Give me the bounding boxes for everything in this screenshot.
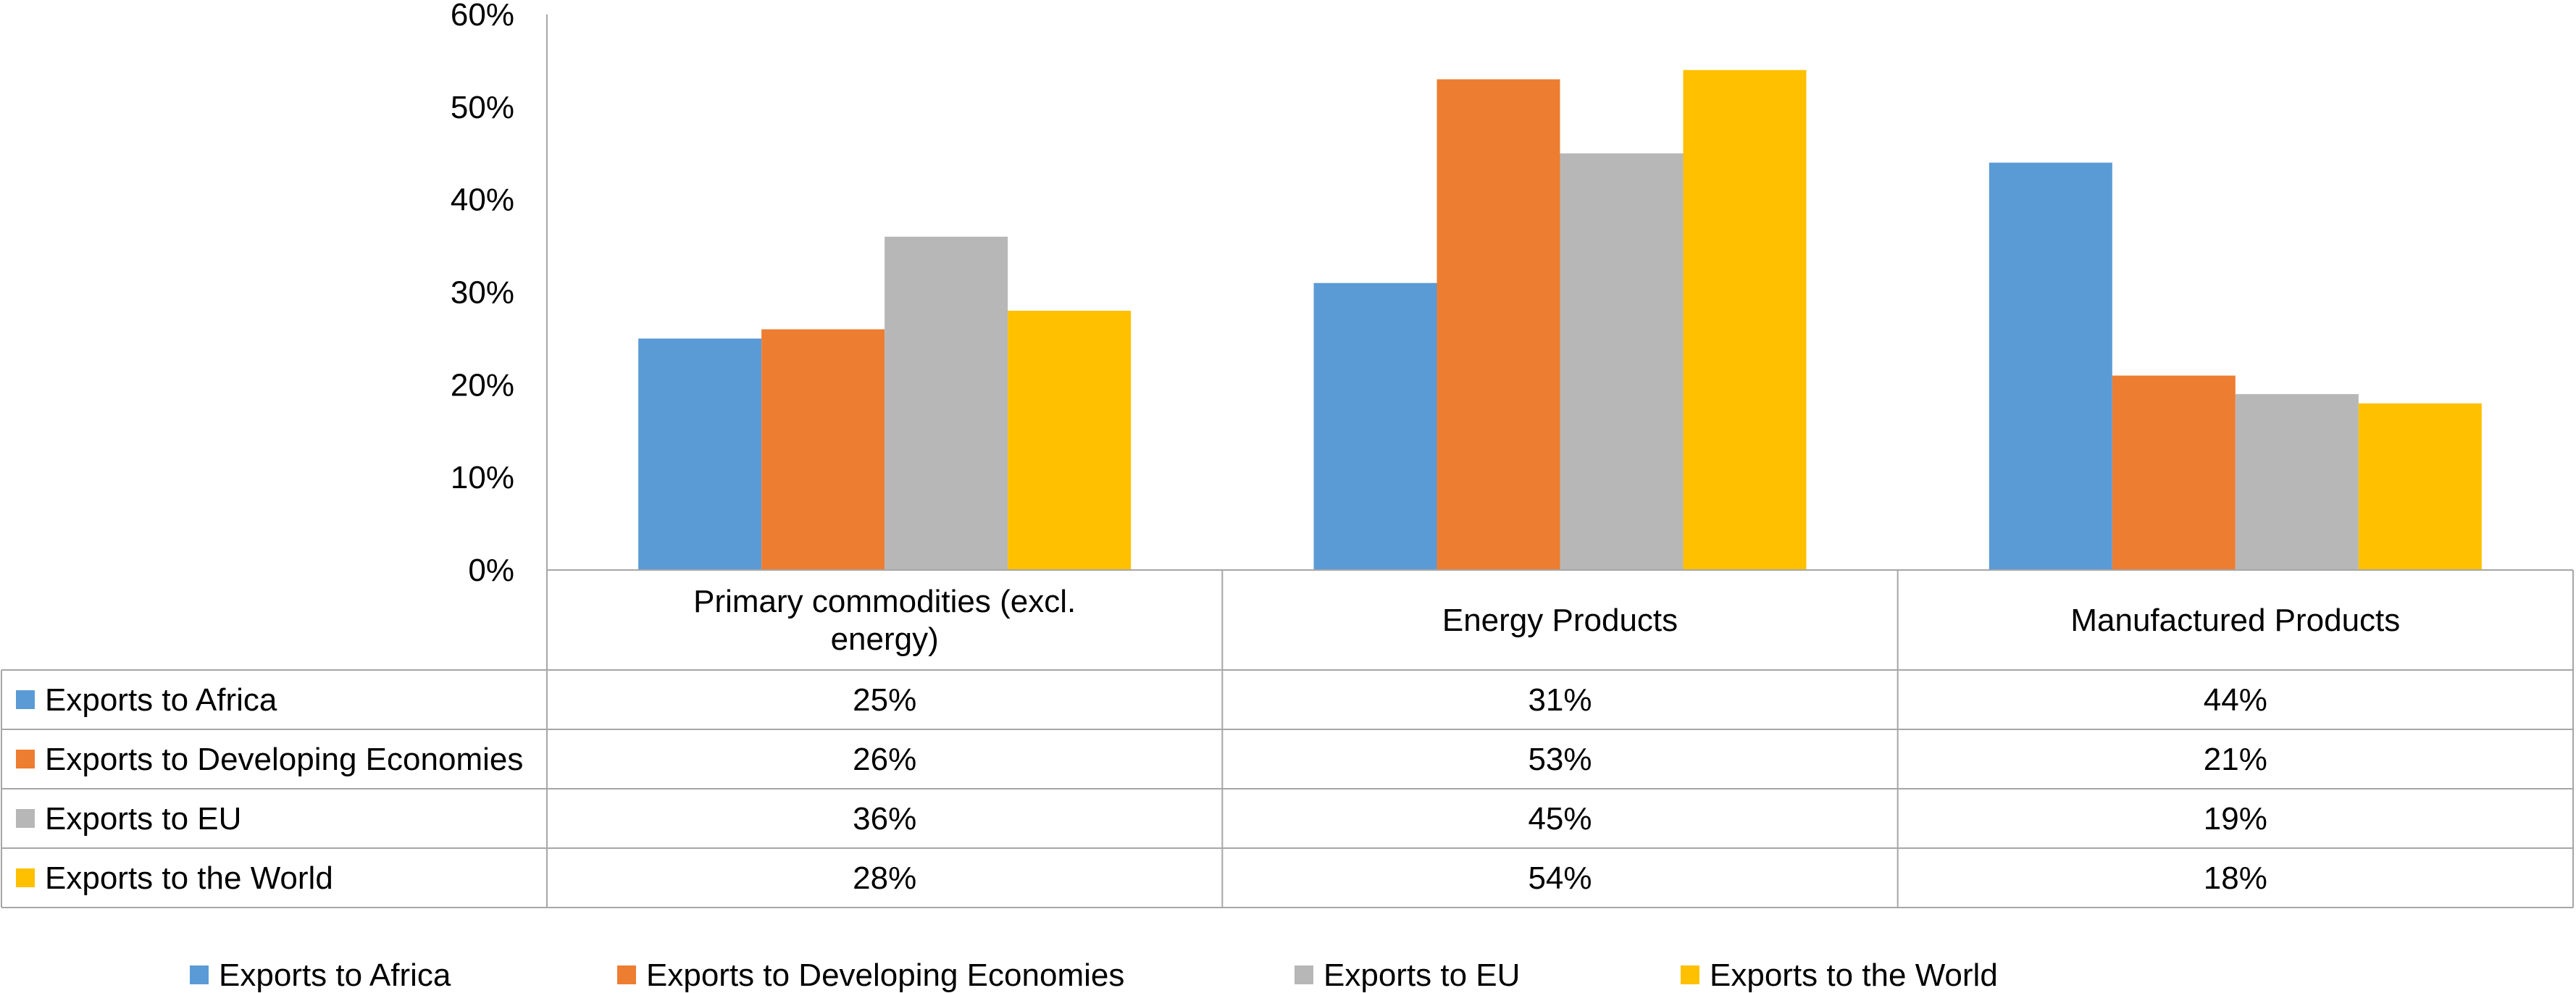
y-tick-label: 20%: [451, 367, 514, 403]
category-label: Manufactured Products: [2070, 603, 2400, 638]
y-tick-label: 10%: [451, 460, 514, 495]
table-series-name: Exports to Developing Economies: [45, 742, 523, 777]
bar: [1683, 70, 1807, 570]
bar: [2358, 403, 2482, 570]
bar: [2235, 394, 2359, 570]
bar: [2112, 375, 2236, 570]
legend-swatch: [1681, 965, 1699, 984]
bar: [761, 329, 885, 570]
bar: [1313, 282, 1437, 570]
legend-label: Exports to Developing Economies: [646, 958, 1124, 993]
table-series-name: Exports to the World: [45, 860, 333, 896]
y-tick-label: 60%: [451, 0, 514, 33]
legend-swatch: [1295, 965, 1313, 984]
y-tick-label: 40%: [451, 183, 514, 218]
legend-label: Exports to the World: [1710, 958, 1998, 993]
legend-swatch: [617, 965, 636, 984]
table-value: 53%: [1528, 742, 1592, 777]
table-legend-key: [16, 809, 35, 828]
category-label: energy): [831, 621, 939, 657]
y-tick-label: 30%: [451, 275, 514, 311]
table-value: 18%: [2204, 860, 2267, 896]
legend-label: Exports to Africa: [219, 958, 451, 993]
bar: [1008, 311, 1132, 570]
table-value: 28%: [853, 860, 916, 896]
category-label: Primary commodities (excl.: [693, 584, 1076, 619]
table-value: 31%: [1528, 682, 1592, 718]
bar: [1989, 162, 2112, 571]
bar: [1560, 153, 1684, 570]
table-series-name: Exports to EU: [45, 801, 241, 837]
table-value: 26%: [853, 742, 916, 777]
table-value: 54%: [1528, 860, 1592, 896]
table-legend-key: [16, 868, 35, 887]
table-legend-key: [16, 750, 35, 768]
y-tick-label: 0%: [468, 553, 514, 588]
legend-label: Exports to EU: [1323, 958, 1520, 993]
table-series-name: Exports to Africa: [45, 682, 277, 718]
category-label: Energy Products: [1442, 603, 1678, 638]
bar: [1437, 79, 1560, 570]
table-value: 44%: [2204, 682, 2267, 718]
bar: [885, 236, 1008, 570]
y-tick-label: 50%: [451, 90, 514, 125]
table-value: 21%: [2204, 742, 2267, 777]
table-legend-key: [16, 690, 35, 709]
legend-swatch: [190, 965, 209, 984]
table-value: 36%: [853, 801, 916, 837]
table-value: 25%: [853, 682, 916, 718]
bar: [638, 338, 762, 570]
table-value: 19%: [2204, 801, 2267, 837]
table-value: 45%: [1528, 801, 1592, 837]
